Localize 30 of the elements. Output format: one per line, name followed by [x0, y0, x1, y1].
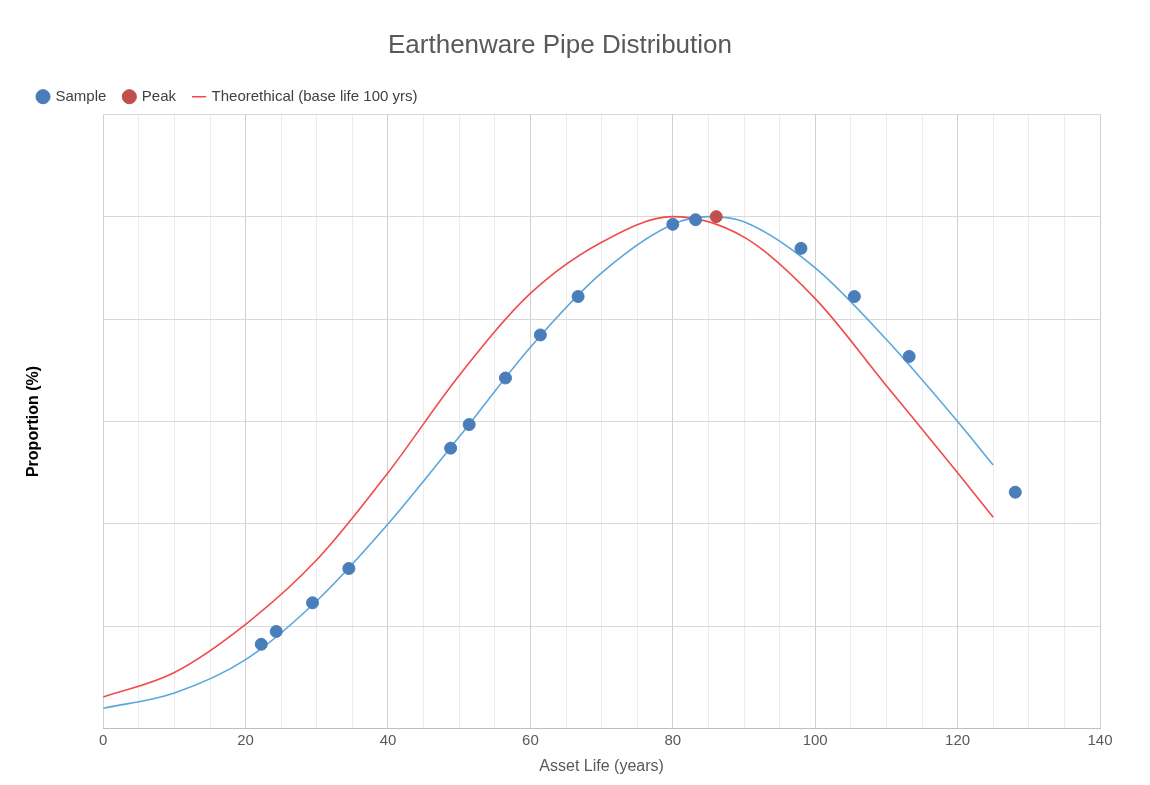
point: [709, 210, 723, 224]
legend-label: Theorethical (base life 100 yrs): [211, 86, 418, 104]
point: [306, 596, 320, 610]
x-tick-label: 20: [237, 730, 254, 748]
point: [342, 561, 356, 575]
x-tick-label: 0: [99, 730, 108, 748]
point: [1008, 485, 1022, 499]
point: [269, 624, 283, 638]
point: [847, 290, 861, 304]
x-tick-label: 120: [945, 730, 971, 748]
point: [666, 217, 680, 231]
x-tick-label: 140: [1087, 730, 1113, 748]
x-tick-label: 60: [522, 730, 539, 748]
point: [794, 241, 808, 255]
point: [571, 290, 585, 304]
point: [498, 371, 512, 385]
legend-label: Peak: [141, 86, 177, 104]
point: [462, 418, 476, 432]
x-axis-title: Asset Life (years): [539, 756, 664, 774]
x-tick-label: 80: [664, 730, 682, 748]
point: [902, 349, 916, 363]
legend-label: Sample: [55, 86, 107, 104]
point: [533, 328, 547, 342]
point: [689, 213, 703, 227]
chart-title: Earthenware Pipe Distribution: [388, 28, 732, 59]
x-tick-label: 100: [802, 730, 828, 748]
point: [254, 637, 268, 651]
x-tick-label: 40: [379, 730, 397, 748]
y-axis-title: Proportion (%): [24, 365, 42, 478]
point: [444, 441, 458, 455]
